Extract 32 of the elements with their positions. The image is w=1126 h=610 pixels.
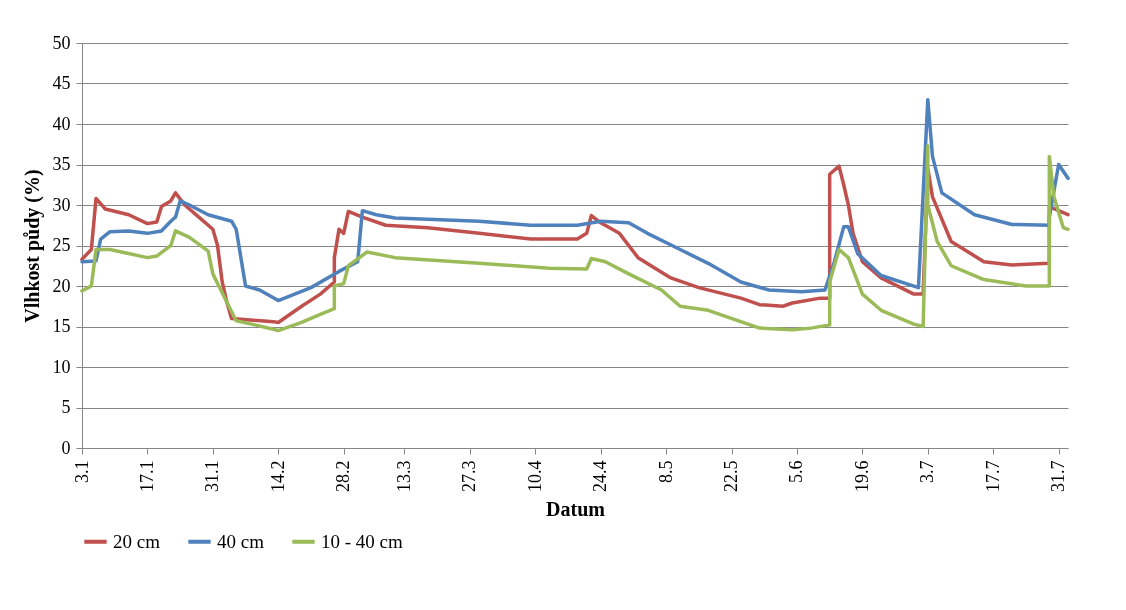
x-tick-label: 5.6 <box>786 460 807 483</box>
x-tick-label: 3.7 <box>917 460 938 483</box>
x-tick-label: 14.2 <box>267 460 288 492</box>
x-tick-label: 24.4 <box>590 460 611 492</box>
y-axis-title: Vlhkost půdy (%) <box>20 169 44 323</box>
x-tick-label: 3.1 <box>71 460 92 483</box>
y-tick-label: 5 <box>61 397 71 417</box>
x-tick-label: 28.2 <box>333 460 354 492</box>
y-tick-label: 40 <box>52 113 71 134</box>
x-axis-title: Datum <box>546 498 606 520</box>
x-tick-label: 8.5 <box>655 460 676 483</box>
legend-label: 20 cm <box>113 530 161 552</box>
y-tick-label: 45 <box>52 73 71 93</box>
x-tick-label: 31.1 <box>202 460 223 492</box>
legend-label: 10 - 40 cm <box>321 530 404 552</box>
x-tick-label: 17.1 <box>136 460 157 492</box>
y-tick-label: 25 <box>52 235 71 255</box>
legend-label: 40 cm <box>217 530 265 552</box>
y-tick-label: 35 <box>52 154 71 174</box>
x-tick-label: 13.3 <box>393 460 414 492</box>
y-tick-label: 15 <box>52 316 71 336</box>
x-tick-label: 10.4 <box>524 460 545 492</box>
x-tick-label: 27.3 <box>459 460 480 492</box>
y-tick-label: 20 <box>52 275 71 296</box>
x-tick-label: 22.5 <box>721 460 742 492</box>
y-tick-label: 10 <box>52 356 71 377</box>
y-tick-label: 30 <box>52 194 71 215</box>
x-tick-label: 17.7 <box>982 460 1003 492</box>
x-tick-label: 19.6 <box>851 460 872 492</box>
y-tick-label: 50 <box>52 32 71 53</box>
y-tick-label: 0 <box>61 437 71 458</box>
x-tick-label: 31.7 <box>1048 460 1069 492</box>
